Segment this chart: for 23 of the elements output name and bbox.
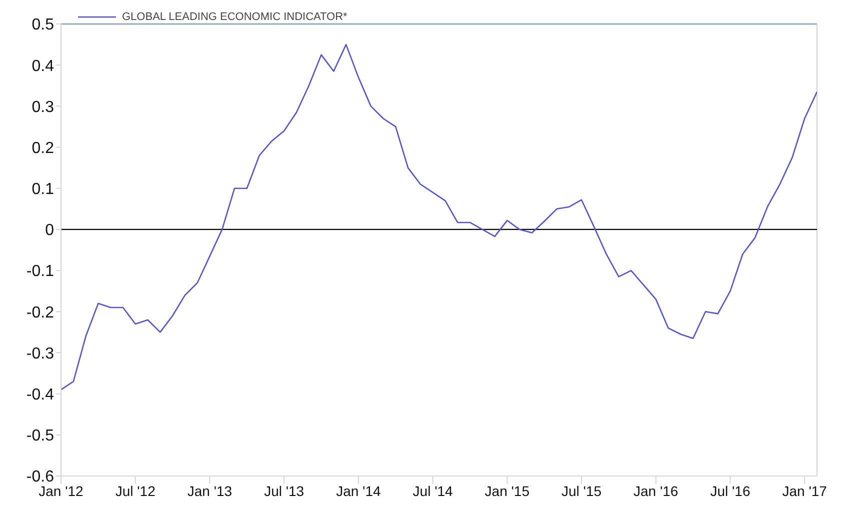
y-tick-label: -0.4 [26,386,54,404]
y-tick-label: 0 [45,222,54,240]
y-tick-label: -0.2 [26,304,54,322]
x-tick-label: Jul '14 [412,482,454,499]
legend-label: GLOBAL LEADING ECONOMIC INDICATOR* [122,10,348,24]
y-tick-label: 0.5 [32,16,54,34]
y-tick-label: -0.5 [26,428,54,445]
y-tick-label: 0.3 [32,98,54,116]
x-tick-label: Jan '13 [187,482,232,499]
x-tick-label: Jul '16 [710,482,750,499]
x-tick-label: Jan '15 [484,482,530,499]
x-tick-label: Jul '13 [264,482,304,499]
y-tick-label: -0.3 [26,345,54,362]
y-tick-label: 0.1 [32,181,54,198]
x-tick-label: Jul '12 [115,482,156,499]
y-tick-label: 0.2 [32,140,54,157]
line-series [61,44,817,390]
y-tick-label: 0.4 [32,58,54,75]
x-tick-label: Jul '15 [562,482,602,499]
x-tick-label: Jan '16 [634,482,678,499]
y-tick-label: -0.1 [26,263,54,280]
x-tick-label: Jan '14 [336,482,382,499]
x-tick-label: Jan '17 [782,482,828,499]
